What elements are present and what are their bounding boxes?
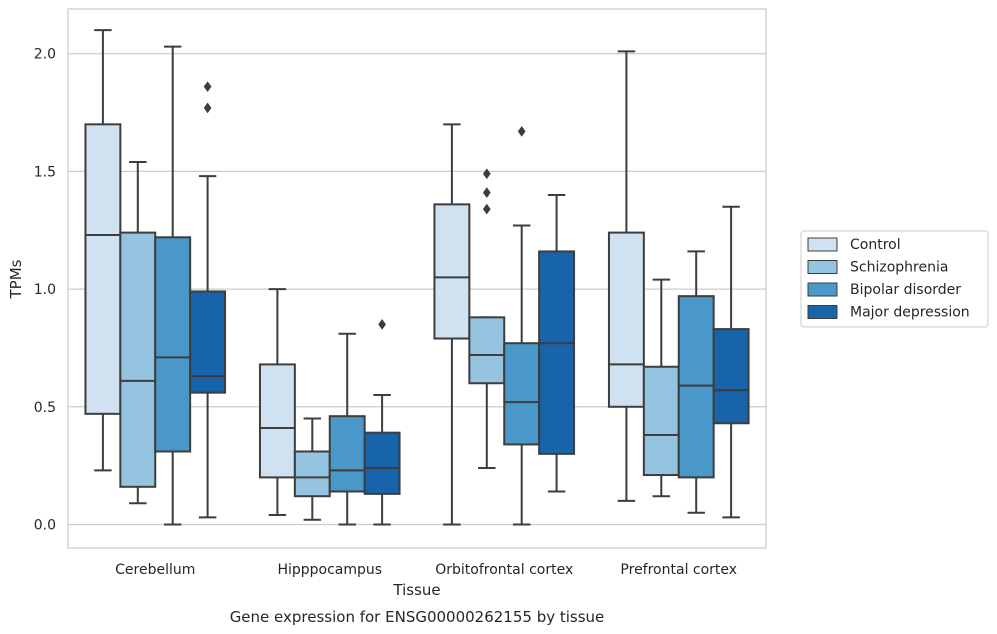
x-axis-ticks: Cerebellum Hipppocampus Orbitofrontal cort… [115, 562, 737, 578]
box-groups [84, 29, 750, 526]
box-iqr [468, 316, 506, 385]
x-axis-label: Tissue [392, 581, 440, 599]
box-iqr [642, 365, 680, 477]
box-cerebellum-schizophrenia [119, 160, 157, 505]
legend-item: Control [807, 237, 901, 253]
box-iqr [119, 231, 157, 488]
chart-caption: Gene expression for ENSG00000262155 by t… [230, 608, 605, 626]
box-orbitofrontal-cortex-bipolar-disorder [503, 126, 541, 526]
box-iqr [363, 431, 401, 495]
legend-item: Major depression [807, 305, 970, 321]
y-axis-ticks: 0.0 0.5 1.0 1.5 2.0 [34, 47, 56, 534]
box-hipppocampus-major-depression [363, 319, 401, 526]
box-hipppocampus-control [258, 288, 296, 517]
outlier-point [203, 102, 212, 114]
box-cerebellum-major-depression [189, 81, 227, 519]
legend-item: Schizophrenia [807, 260, 948, 276]
legend-swatch [807, 260, 838, 274]
box-cerebellum-bipolar-disorder [154, 45, 192, 526]
box-iqr [154, 236, 192, 453]
legend-swatch [807, 305, 838, 319]
x-tick-label: Prefrontal cortex [620, 562, 737, 578]
box-iqr [607, 231, 645, 408]
box-iqr [433, 203, 471, 340]
box-orbitofrontal-cortex-control [433, 123, 471, 526]
legend-label: Control [850, 237, 901, 253]
box-orbitofrontal-cortex-major-depression [538, 193, 576, 493]
outlier-point [203, 81, 212, 93]
x-tick-label: Orbitofrontal cortex [435, 562, 573, 578]
y-tick-label: 1.0 [34, 282, 56, 298]
box-iqr [189, 290, 227, 394]
y-tick-label: 0.5 [34, 400, 56, 416]
y-axis-label: TPMs [7, 259, 25, 299]
box-iqr [328, 415, 366, 493]
y-tick-label: 1.5 [34, 164, 56, 180]
y-tick-label: 2.0 [34, 47, 56, 63]
legend: Control Schizophrenia Bipolar disorder Majo… [800, 230, 989, 328]
legend-item: Bipolar disorder [807, 282, 961, 298]
x-tick-label: Hipppocampus [277, 562, 382, 578]
legend-swatch [807, 237, 838, 252]
box-prefrontal-cortex-bipolar-disorder [677, 250, 715, 514]
box-prefrontal-cortex-schizophrenia [642, 278, 680, 498]
plot-frame [67, 8, 767, 549]
outlier-point [482, 203, 491, 215]
x-tick-label: Cerebellum [115, 562, 195, 578]
box-iqr [258, 363, 296, 479]
legend-label: Major depression [850, 305, 970, 321]
y-tick-label: 0.0 [34, 517, 56, 533]
box-iqr [677, 295, 715, 479]
box-iqr [712, 328, 750, 425]
box-iqr [538, 250, 576, 455]
box-hipppocampus-bipolar-disorder [328, 332, 366, 526]
box-iqr [84, 123, 122, 415]
box-hipppocampus-schizophrenia [293, 417, 331, 521]
box-cerebellum-control [84, 29, 122, 472]
legend-label: Bipolar disorder [850, 282, 961, 298]
outlier-point [517, 126, 526, 137]
legend-label: Schizophrenia [850, 260, 948, 276]
outlier-point [482, 168, 491, 180]
outlier-point [482, 187, 491, 198]
legend-swatch [807, 282, 838, 297]
legend-frame [800, 230, 989, 328]
box-iqr [293, 450, 331, 498]
box-iqr [503, 342, 541, 446]
outlier-point [378, 319, 386, 330]
box-prefrontal-cortex-control [607, 50, 645, 502]
box-prefrontal-cortex-major-depression [712, 205, 750, 519]
